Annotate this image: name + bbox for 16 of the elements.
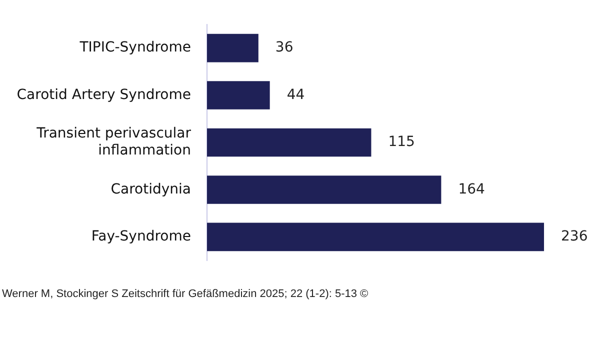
data-label: 115	[388, 134, 415, 150]
text: Werner M, Stockinger S Zeitschrift für Gefäßmedizin 2025; 22 (1-2): 5-13 ©	[2, 288, 368, 300]
bar	[207, 34, 258, 62]
y-tick-label: TIPIC-Syndrome	[78, 40, 191, 56]
y-tick-label: Carotid Artery Syndrome	[16, 86, 191, 103]
data-label: 236	[561, 228, 588, 245]
data-label: 164	[458, 181, 486, 198]
bar	[207, 176, 442, 204]
data-label: 44	[286, 86, 305, 103]
y-tick-label: Carotidynia	[110, 181, 191, 198]
data-label: 36	[275, 40, 294, 56]
bar	[207, 128, 372, 157]
bar	[207, 222, 544, 252]
y-tick-label: Fay-Syndrome	[91, 228, 191, 245]
y-tick-label: Transient perivascular inflammation	[36, 126, 192, 159]
bar	[207, 81, 270, 110]
